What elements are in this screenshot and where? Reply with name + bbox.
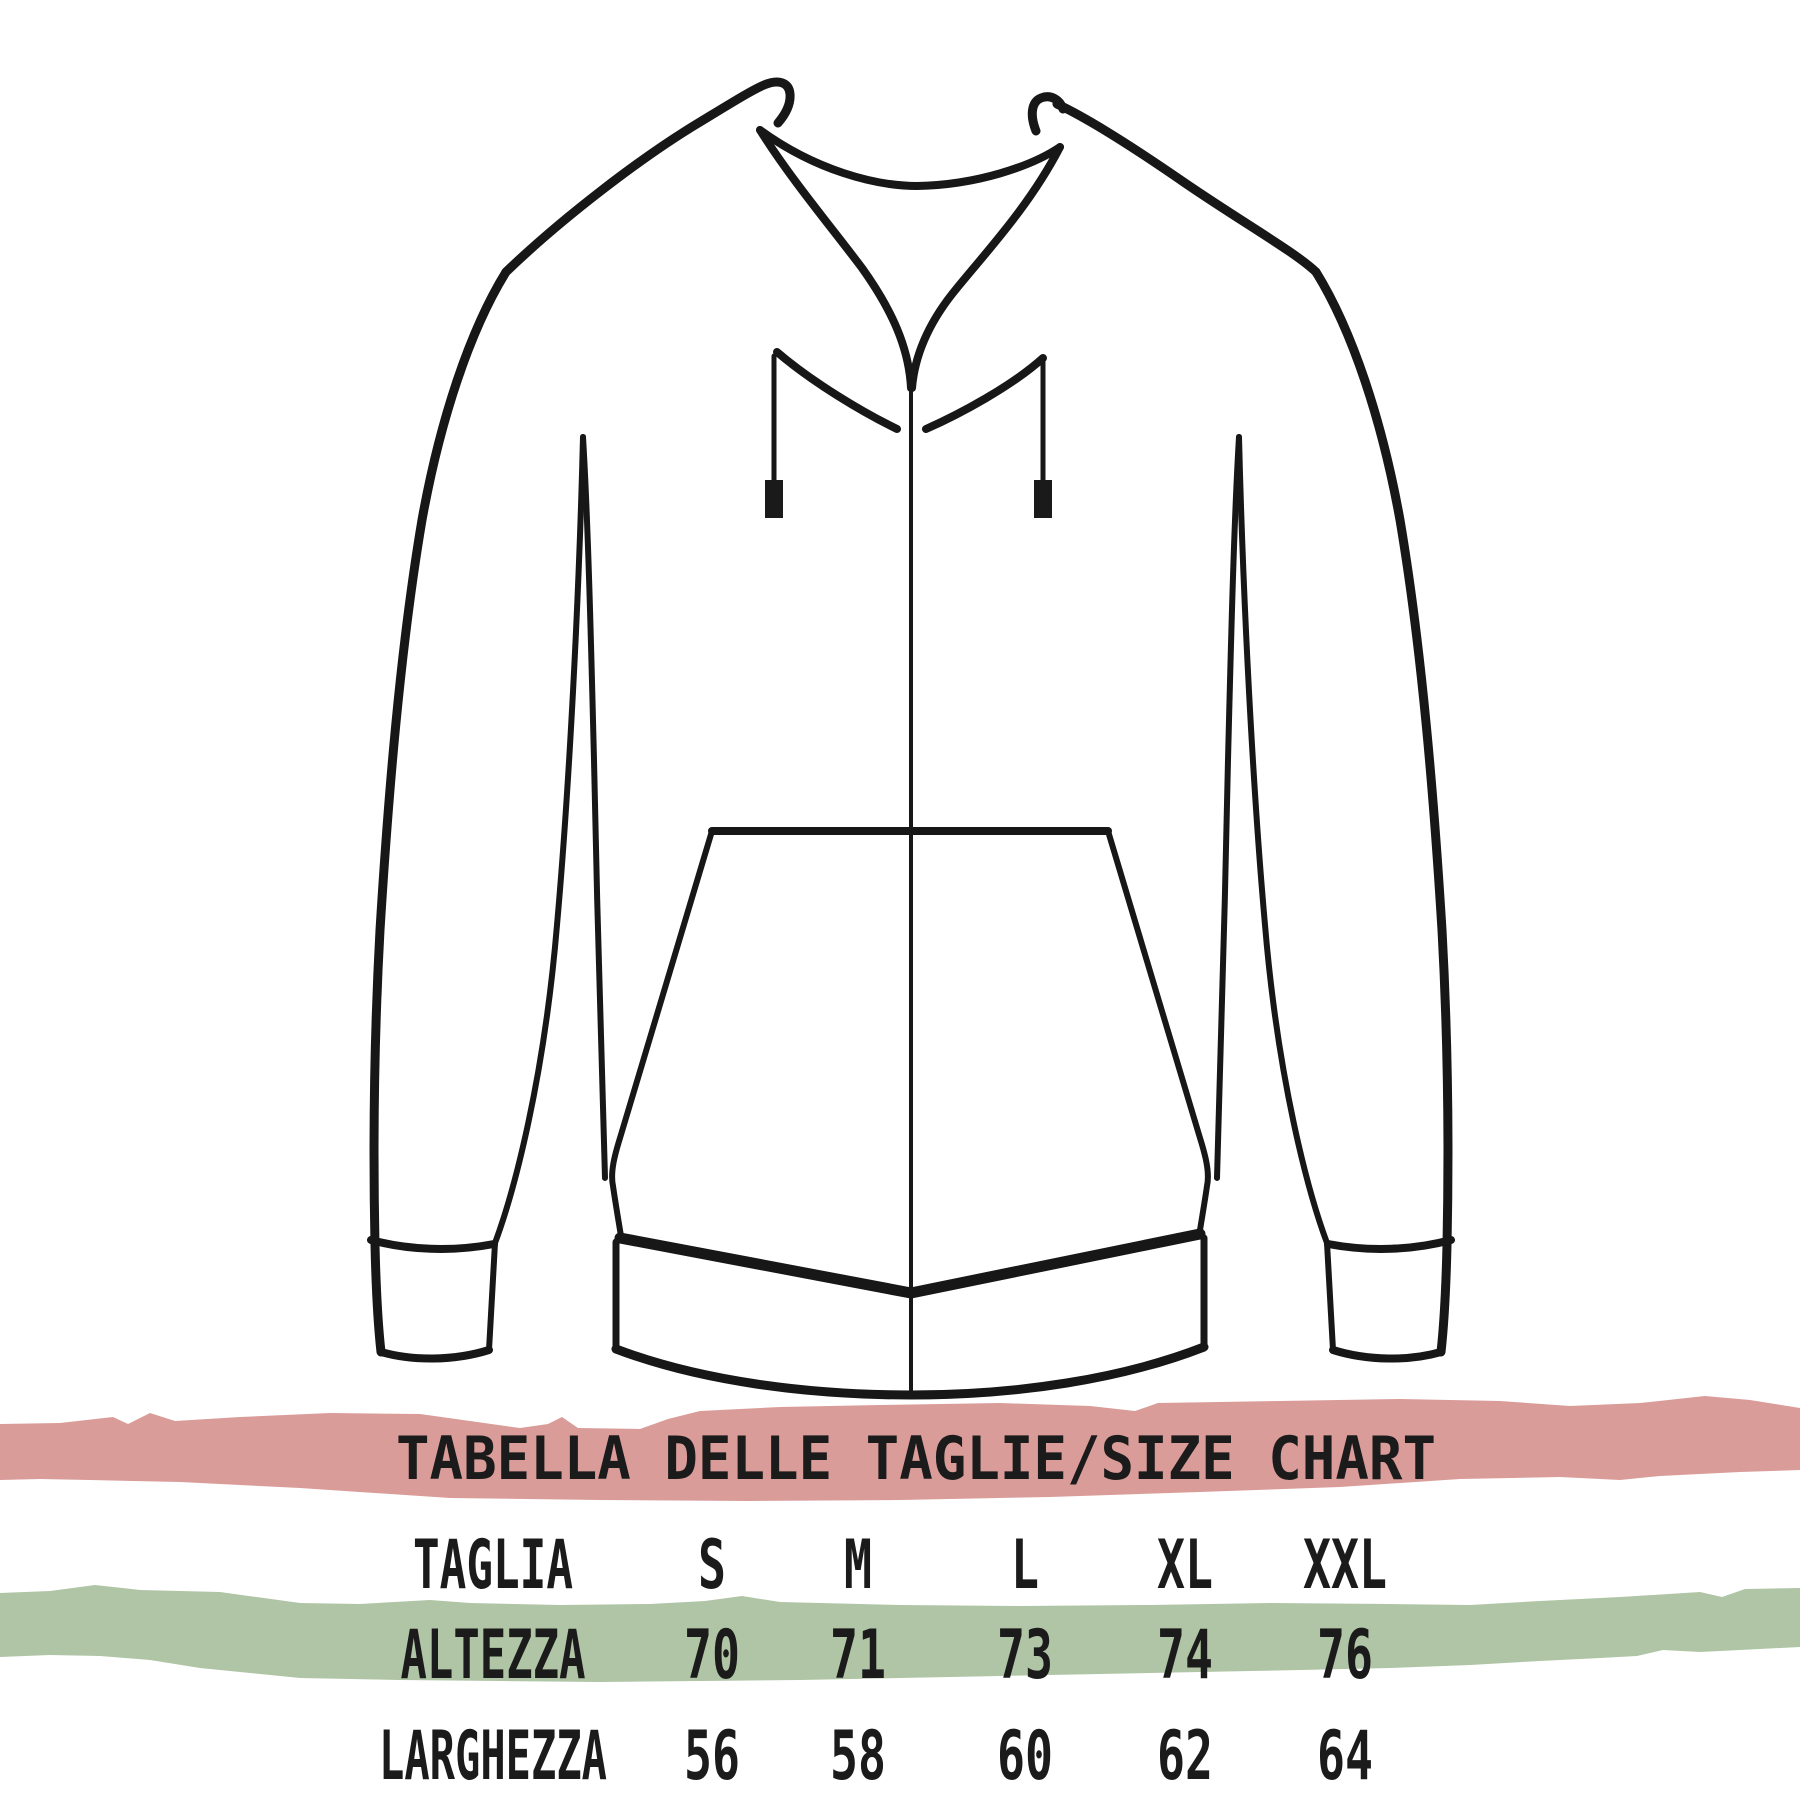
row-label-altezza: ALTEZZA <box>401 1616 586 1695</box>
size-chart-title: TABELLA DELLE TAGLIE/SIZE CHART <box>396 1424 1436 1494</box>
col-header-xl: XL <box>1157 1526 1213 1605</box>
col-header-l: L <box>1011 1526 1039 1605</box>
larghezza-value-l: 60 <box>997 1717 1053 1796</box>
col-header-s: S <box>698 1526 726 1605</box>
col-header-xxl: XXL <box>1303 1526 1387 1605</box>
altezza-value-xl: 74 <box>1157 1616 1213 1695</box>
hem-chevron-edge <box>614 1228 1206 1299</box>
drawstring-right-aglet <box>1034 480 1052 518</box>
sleeve-outer-right <box>1311 267 1453 1357</box>
sleeve-inner-left <box>492 434 586 1246</box>
collar-bottom-edge-left <box>773 348 901 433</box>
larghezza-value-xxl: 64 <box>1317 1717 1373 1796</box>
altezza-row: ALTEZZA 70 71 73 74 76 <box>401 1616 1374 1695</box>
larghezza-value-xl: 62 <box>1157 1717 1213 1796</box>
cuff-left-bottom <box>377 1346 493 1363</box>
side-seam-right <box>1214 434 1242 1181</box>
sleeve-inner-right <box>1236 434 1330 1246</box>
hem-band <box>611 1228 1209 1400</box>
hem-bottom-curve <box>611 1342 1209 1400</box>
hood-outline-left <box>501 77 795 277</box>
size-chart-header-row: TAGLIA S M L XL XXL <box>413 1526 1387 1605</box>
altezza-value-xxl: 76 <box>1317 1616 1373 1695</box>
side-seam-left <box>580 434 608 1181</box>
sleeve-outer-left <box>369 267 511 1357</box>
cuff-right-top-seam <box>1324 1236 1455 1253</box>
cuffs <box>367 1236 1455 1363</box>
cuff-right-bottom <box>1329 1346 1445 1363</box>
cuff-left-inner-edge <box>486 1240 498 1353</box>
larghezza-value-m: 58 <box>830 1717 886 1796</box>
pocket-side-right <box>1105 828 1211 1239</box>
hood-neckline-curve <box>756 126 1064 190</box>
collar-flap-right <box>908 143 1064 392</box>
cuff-left-top-seam <box>367 1236 498 1253</box>
header-label-taglia: TAGLIA <box>413 1526 573 1605</box>
larghezza-value-s: 56 <box>684 1717 740 1796</box>
size-chart: TABELLA DELLE TAGLIE/SIZE CHART TAGLIA S… <box>0 1396 1800 1796</box>
collar-flap-left <box>756 126 915 392</box>
hood-outline-right <box>1027 92 1321 277</box>
cuff-right-inner-edge <box>1324 1240 1336 1353</box>
collar-bottom-edge-right <box>922 354 1047 433</box>
altezza-value-l: 73 <box>997 1616 1053 1695</box>
drawstrings <box>765 353 1052 518</box>
col-header-m: M <box>844 1526 872 1605</box>
kangaroo-pocket <box>609 827 1211 1239</box>
pocket-side-left <box>609 828 715 1239</box>
hood <box>501 77 1321 433</box>
drawstring-left-aglet <box>765 480 783 518</box>
row-label-larghezza: LARGHEZZA <box>379 1717 607 1796</box>
altezza-value-s: 70 <box>684 1616 740 1695</box>
larghezza-row: LARGHEZZA 56 58 60 62 64 <box>379 1717 1373 1796</box>
altezza-band-brushstroke <box>0 1585 1800 1682</box>
hoodie-line-drawing <box>367 77 1455 1400</box>
title-band-brushstroke <box>0 1396 1800 1501</box>
altezza-value-m: 71 <box>830 1616 886 1695</box>
